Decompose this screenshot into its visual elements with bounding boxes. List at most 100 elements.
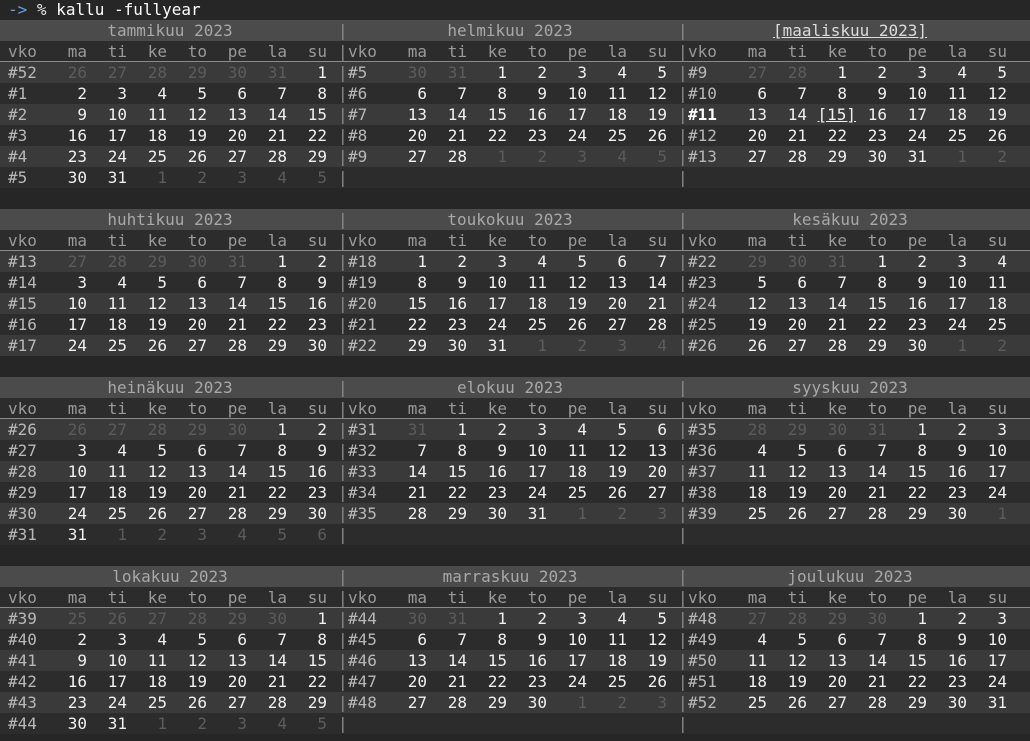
day-cell[interactable]: 14	[447, 105, 467, 124]
day-cell[interactable]: 23	[307, 315, 327, 334]
day-cell[interactable]: 11	[527, 273, 547, 292]
day-cell-other-month[interactable]: 28	[187, 609, 207, 628]
day-cell[interactable]: 23	[527, 126, 547, 145]
day-cell[interactable]: 18	[747, 483, 767, 502]
day-cell[interactable]: 9	[957, 441, 967, 460]
day-cell[interactable]: 18	[947, 105, 967, 124]
day-cell[interactable]: 7	[457, 84, 467, 103]
day-cell[interactable]: 31	[487, 336, 507, 355]
day-cell-other-month[interactable]: 29	[147, 252, 167, 271]
day-cell-other-month[interactable]: 2	[157, 525, 167, 544]
day-cell[interactable]: 25	[107, 336, 127, 355]
day-cell[interactable]: 21	[787, 126, 807, 145]
day-cell-other-month[interactable]: 1	[157, 168, 167, 187]
day-cell-other-month[interactable]: 5	[317, 168, 327, 187]
day-cell[interactable]: 16	[867, 105, 887, 124]
day-cell-other-month[interactable]: 4	[657, 336, 667, 355]
day-cell[interactable]: 22	[487, 672, 507, 691]
day-cell[interactable]: 6	[197, 273, 207, 292]
day-cell[interactable]: 4	[157, 84, 167, 103]
day-cell-other-month[interactable]: 30	[827, 420, 847, 439]
day-cell-other-month[interactable]: 29	[747, 252, 767, 271]
day-cell[interactable]: 22	[307, 126, 327, 145]
day-cell[interactable]: 5	[797, 441, 807, 460]
day-cell[interactable]: 24	[907, 126, 927, 145]
day-cell-other-month[interactable]: 30	[227, 63, 247, 82]
day-cell[interactable]: 18	[567, 462, 587, 481]
day-cell[interactable]: 2	[317, 420, 327, 439]
day-cell[interactable]: 2	[957, 609, 967, 628]
day-cell[interactable]: 24	[947, 315, 967, 334]
day-cell[interactable]: 27	[187, 504, 207, 523]
day-cell[interactable]: 29	[907, 693, 927, 712]
day-cell[interactable]: 12	[147, 294, 167, 313]
day-cell[interactable]: 14	[827, 294, 847, 313]
day-cell[interactable]: 8	[917, 441, 927, 460]
day-cell[interactable]: 13	[187, 462, 207, 481]
day-cell[interactable]: 28	[647, 315, 667, 334]
day-cell[interactable]: 4	[537, 252, 547, 271]
day-cell[interactable]: 3	[997, 609, 1007, 628]
day-cell[interactable]: 21	[867, 672, 887, 691]
day-cell[interactable]: 17	[527, 462, 547, 481]
day-cell[interactable]: 5	[657, 63, 667, 82]
day-cell[interactable]: 6	[237, 630, 247, 649]
day-cell[interactable]: 1	[277, 420, 287, 439]
day-cell[interactable]: 19	[787, 672, 807, 691]
day-cell[interactable]: 16	[487, 462, 507, 481]
day-cell[interactable]: 1	[317, 609, 327, 628]
day-cell[interactable]: 16	[307, 294, 327, 313]
day-cell[interactable]: 18	[747, 672, 767, 691]
day-cell-other-month[interactable]: 31	[407, 420, 427, 439]
day-cell-other-month[interactable]: 3	[617, 336, 627, 355]
day-cell[interactable]: 27	[827, 504, 847, 523]
day-cell[interactable]: 20	[787, 315, 807, 334]
day-cell-other-month[interactable]: 25	[67, 609, 87, 628]
day-cell[interactable]: 31	[527, 504, 547, 523]
day-cell[interactable]: 23	[487, 483, 507, 502]
day-cell[interactable]: 18	[107, 315, 127, 334]
day-cell[interactable]: 6	[417, 84, 427, 103]
day-cell[interactable]: 17	[67, 315, 87, 334]
day-cell[interactable]: 26	[647, 126, 667, 145]
day-cell[interactable]: 10	[567, 630, 587, 649]
day-cell[interactable]: 29	[267, 336, 287, 355]
day-cell[interactable]: 26	[787, 693, 807, 712]
day-cell-other-month[interactable]: 2	[197, 714, 207, 733]
day-cell[interactable]: 20	[607, 294, 627, 313]
day-cell[interactable]: 27	[607, 315, 627, 334]
day-cell[interactable]: 14	[647, 273, 667, 292]
day-cell[interactable]: 29	[307, 147, 327, 166]
day-cell[interactable]: 15	[407, 294, 427, 313]
day-cell[interactable]: 25	[147, 693, 167, 712]
day-cell[interactable]: 4	[957, 63, 967, 82]
day-cell[interactable]: 13	[407, 105, 427, 124]
day-cell-other-month[interactable]: 31	[867, 420, 887, 439]
day-cell[interactable]: 24	[567, 126, 587, 145]
day-cell[interactable]: 15	[307, 105, 327, 124]
day-cell[interactable]: 2	[497, 420, 507, 439]
day-cell[interactable]: 21	[867, 483, 887, 502]
day-cell[interactable]: 16	[67, 672, 87, 691]
day-cell[interactable]: 21	[267, 126, 287, 145]
day-cell-other-month[interactable]: 31	[227, 252, 247, 271]
day-cell[interactable]: 4	[997, 252, 1007, 271]
day-cell[interactable]: 4	[117, 273, 127, 292]
day-cell-other-month[interactable]: 29	[227, 609, 247, 628]
day-cell[interactable]: 31	[107, 168, 127, 187]
day-cell-other-month[interactable]: 4	[237, 525, 247, 544]
day-cell[interactable]: 2	[77, 630, 87, 649]
day-cell[interactable]: 28	[787, 147, 807, 166]
day-cell-other-month[interactable]: 2	[197, 168, 207, 187]
day-cell-other-month[interactable]: 4	[277, 714, 287, 733]
day-cell-other-month[interactable]: 6	[317, 525, 327, 544]
day-cell[interactable]: 8	[317, 630, 327, 649]
day-cell[interactable]: 24	[107, 693, 127, 712]
day-cell[interactable]: 23	[947, 483, 967, 502]
day-cell-other-month[interactable]: 29	[827, 609, 847, 628]
day-cell[interactable]: 16	[307, 462, 327, 481]
day-cell[interactable]: 4	[757, 630, 767, 649]
day-cell[interactable]: 1	[277, 252, 287, 271]
day-cell[interactable]: 12	[647, 630, 667, 649]
day-cell[interactable]: 6	[417, 630, 427, 649]
